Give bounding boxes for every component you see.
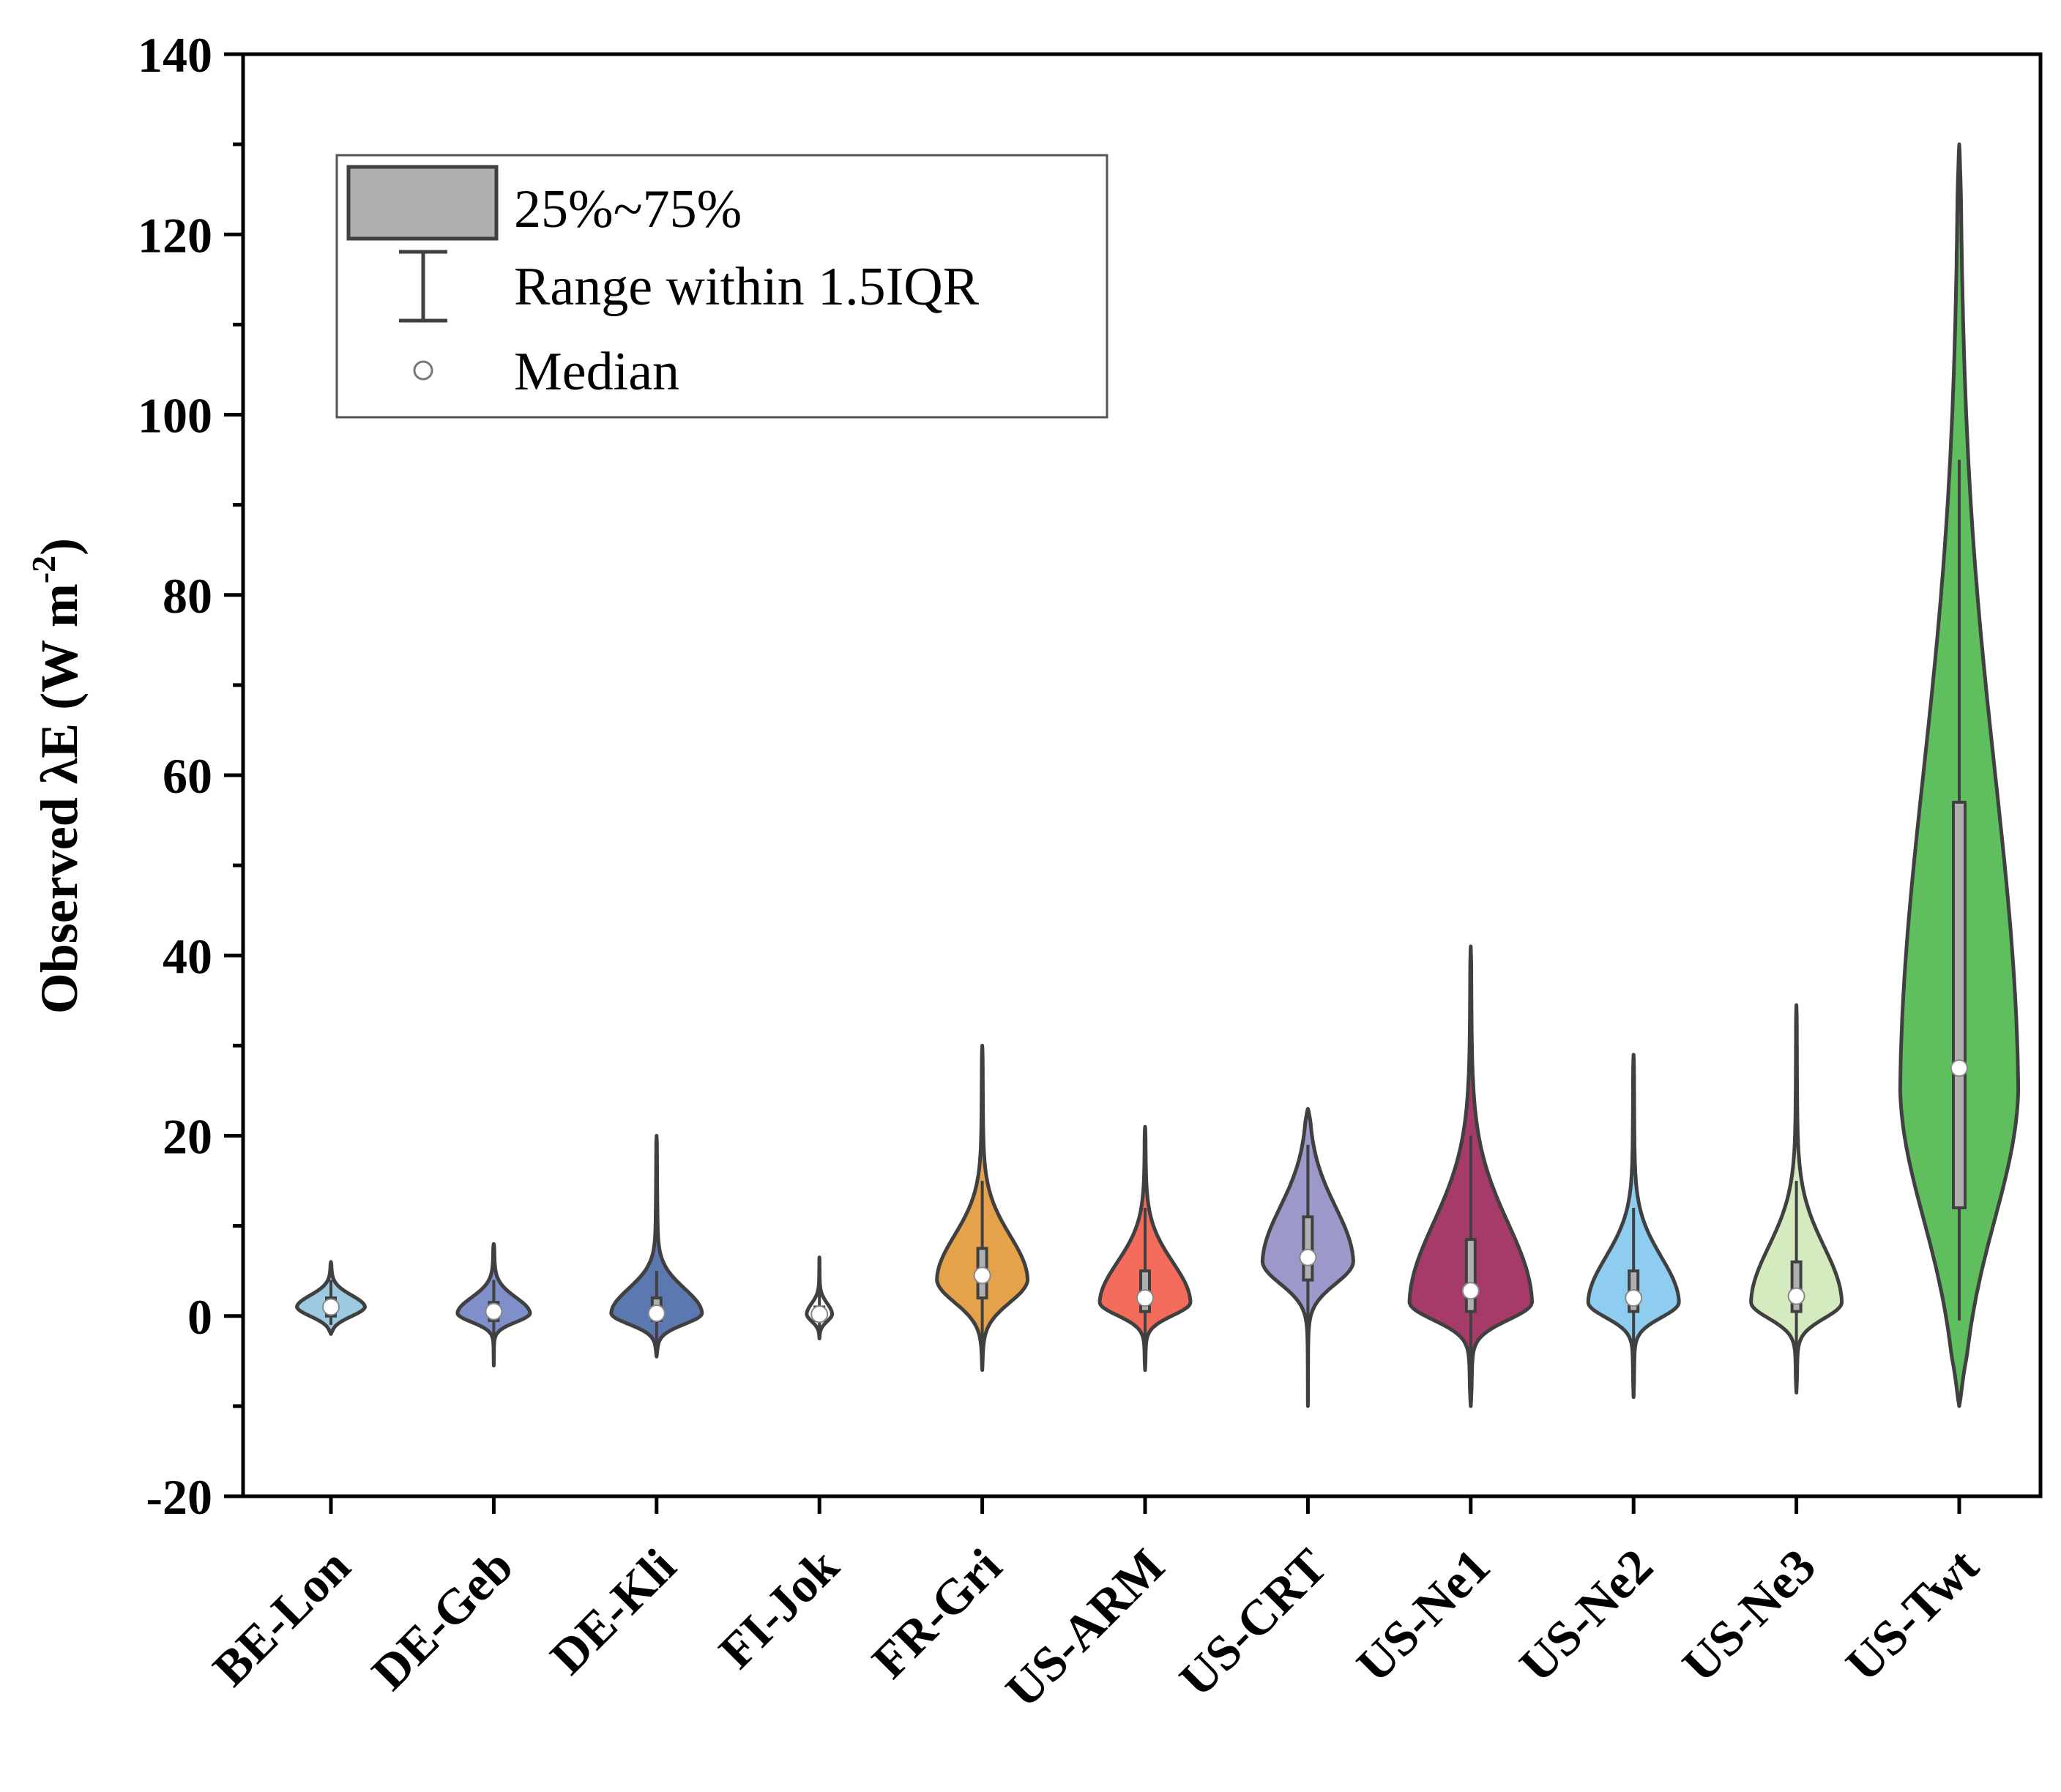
y-axis-title: Observed λE (W m-2)	[25, 538, 89, 1014]
x-tick-label: DE-Geb	[361, 1538, 523, 1700]
median-dot	[810, 1305, 829, 1324]
y-axis: -20 0 20 40 60 80 100 120 140	[138, 27, 243, 1525]
violin-us-twt	[1898, 142, 2021, 1408]
y-tick-label: 100	[138, 388, 212, 444]
legend-whisker-label: Range within 1.5IQR	[514, 257, 980, 317]
violin-be-lon	[295, 1260, 367, 1336]
iqr-box	[1952, 800, 1967, 1209]
violin-us-arm	[1097, 1124, 1193, 1373]
y-tick-label: -20	[146, 1469, 212, 1525]
legend-median-icon	[413, 360, 433, 381]
x-axis: BE-Lon DE-Geb DE-Kli FI-Jok FR-GriUS-ARMUS-C…	[202, 1496, 1989, 1718]
x-tick-label: US-ARM	[995, 1538, 1175, 1718]
x-tick-label: FR-Gri	[861, 1538, 1012, 1689]
iqr-box	[1464, 1238, 1477, 1313]
x-tick-label: US-Ne3	[1671, 1538, 1826, 1692]
x-tick-label: US-Ne2	[1508, 1538, 1663, 1692]
y-tick-label: 20	[163, 1109, 212, 1165]
violin-us-ne2	[1586, 1053, 1681, 1400]
violins	[295, 142, 2021, 1408]
violin-fr-gri	[935, 1043, 1029, 1373]
legend: 25%~75% Range within 1.5IQR Median	[335, 154, 1108, 419]
violin-us-ne1	[1407, 944, 1534, 1408]
violin-de-geb	[455, 1242, 532, 1367]
violin-fi-jok	[805, 1255, 835, 1340]
x-tick-label: BE-Lon	[202, 1538, 361, 1697]
violin-us-crt	[1260, 1107, 1355, 1408]
y-tick-label: 40	[163, 928, 212, 984]
violin-us-ne3	[1749, 1003, 1844, 1395]
y-tick-label: 80	[163, 568, 212, 624]
median-dot	[1299, 1248, 1317, 1266]
x-tick-label: DE-Kli	[540, 1538, 687, 1685]
legend-median-label: Median	[514, 342, 679, 402]
y-axis-title-suffix: )	[30, 538, 89, 556]
y-axis-title-prefix: Observed λE (W m	[30, 583, 89, 1014]
median-dot	[1950, 1059, 1968, 1078]
median-dot	[485, 1302, 503, 1321]
median-dot	[1461, 1282, 1480, 1300]
violin-de-kli	[609, 1134, 704, 1359]
y-tick-label: 0	[187, 1289, 212, 1345]
y-tick-label: 140	[138, 27, 212, 83]
x-tick-label: FI-Jok	[708, 1538, 849, 1679]
legend-box-swatch	[346, 165, 499, 241]
legend-box-label: 25%~75%	[514, 179, 742, 239]
median-dot	[1625, 1289, 1643, 1307]
x-tick-label: US-CRT	[1169, 1538, 1338, 1707]
x-tick-label: US-Ne1	[1346, 1538, 1500, 1692]
y-tick-label: 120	[138, 207, 212, 263]
violin-body	[609, 1134, 704, 1359]
iqr-box	[1302, 1215, 1314, 1282]
median-dot	[647, 1304, 666, 1323]
y-axis-title-superscript: -2	[25, 556, 62, 583]
y-tick-label: 60	[163, 748, 212, 804]
median-dot	[1787, 1287, 1805, 1305]
legend-whisker-icon	[399, 250, 447, 323]
x-tick-label: US-Twt	[1835, 1538, 1989, 1692]
median-dot	[322, 1298, 340, 1316]
median-dot	[1136, 1289, 1154, 1307]
median-dot	[973, 1266, 991, 1285]
